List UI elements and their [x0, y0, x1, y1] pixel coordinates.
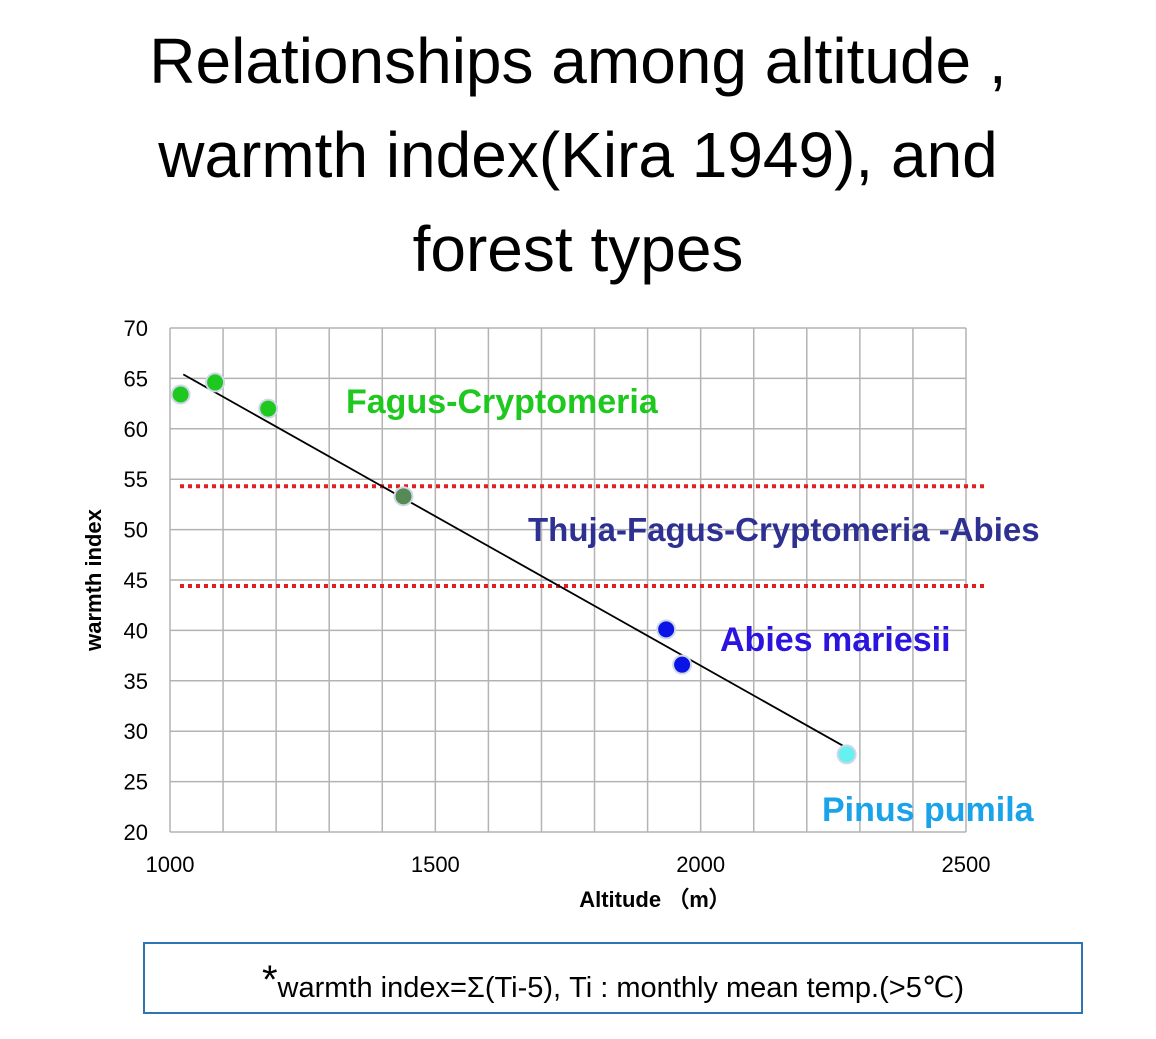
threshold-lines [180, 484, 988, 589]
y-tick-label: 20 [124, 820, 148, 845]
x-tick-label: 1500 [411, 852, 460, 877]
footnote-star: * [261, 958, 278, 1002]
y-tick-label: 45 [124, 568, 148, 593]
y-tick-label: 65 [124, 366, 148, 391]
data-point [205, 372, 226, 393]
data-points [170, 372, 857, 765]
data-point [672, 654, 693, 675]
y-tick-label: 30 [124, 719, 148, 744]
y-tick-label: 35 [124, 669, 148, 694]
x-axis-label: Altitude （m） [579, 887, 731, 912]
trendline [182, 373, 845, 748]
title-line-2: warmth index(Kira 1949), and [158, 119, 998, 191]
trendline-group [182, 373, 845, 748]
data-point [170, 384, 191, 405]
page-title: Relationships among altitude , warmth in… [0, 14, 1156, 296]
scatter-chart: 20 25 30 35 40 45 50 55 60 65 70 1000 1500 2000 2500 F… [81, 316, 1040, 912]
y-tick-label: 70 [124, 316, 148, 341]
y-tick-label: 55 [124, 467, 148, 492]
footnote-text: warmth index=Σ(Ti-5), Ti : monthly mean … [277, 972, 965, 1004]
annotation-label: Fagus-Cryptomeria [346, 383, 659, 421]
annotations: Fagus-Cryptomeria Thuja-Fagus-Cryptomeria… [346, 383, 1040, 829]
data-point [258, 398, 279, 419]
tick-labels: 20 25 30 35 40 45 50 55 60 65 70 1000 1500 2000 2500 [124, 316, 991, 877]
y-tick-label: 60 [124, 417, 148, 442]
x-tick-label: 2000 [676, 852, 725, 877]
x-tick-label: 2500 [942, 852, 991, 877]
y-tick-label: 40 [124, 618, 148, 643]
y-tick-label: 50 [124, 518, 148, 543]
data-point [656, 619, 677, 640]
title-line-1: Relationships among altitude , [149, 25, 1007, 97]
annotation-label: Abies mariesii [720, 621, 951, 659]
annotation-label: Thuja-Fagus-Cryptomeria -Abies [528, 511, 1040, 548]
data-point [836, 744, 857, 765]
data-point [393, 486, 414, 507]
x-tick-label: 1000 [146, 852, 195, 877]
y-axis-label: warmth index [81, 508, 106, 652]
annotation-label: Pinus pumila [822, 791, 1035, 829]
y-tick-label: 25 [124, 770, 148, 795]
footnote-box: *warmth index=Σ(Ti-5), Ti : monthly mean… [143, 942, 1083, 1014]
title-line-3: forest types [412, 213, 744, 285]
